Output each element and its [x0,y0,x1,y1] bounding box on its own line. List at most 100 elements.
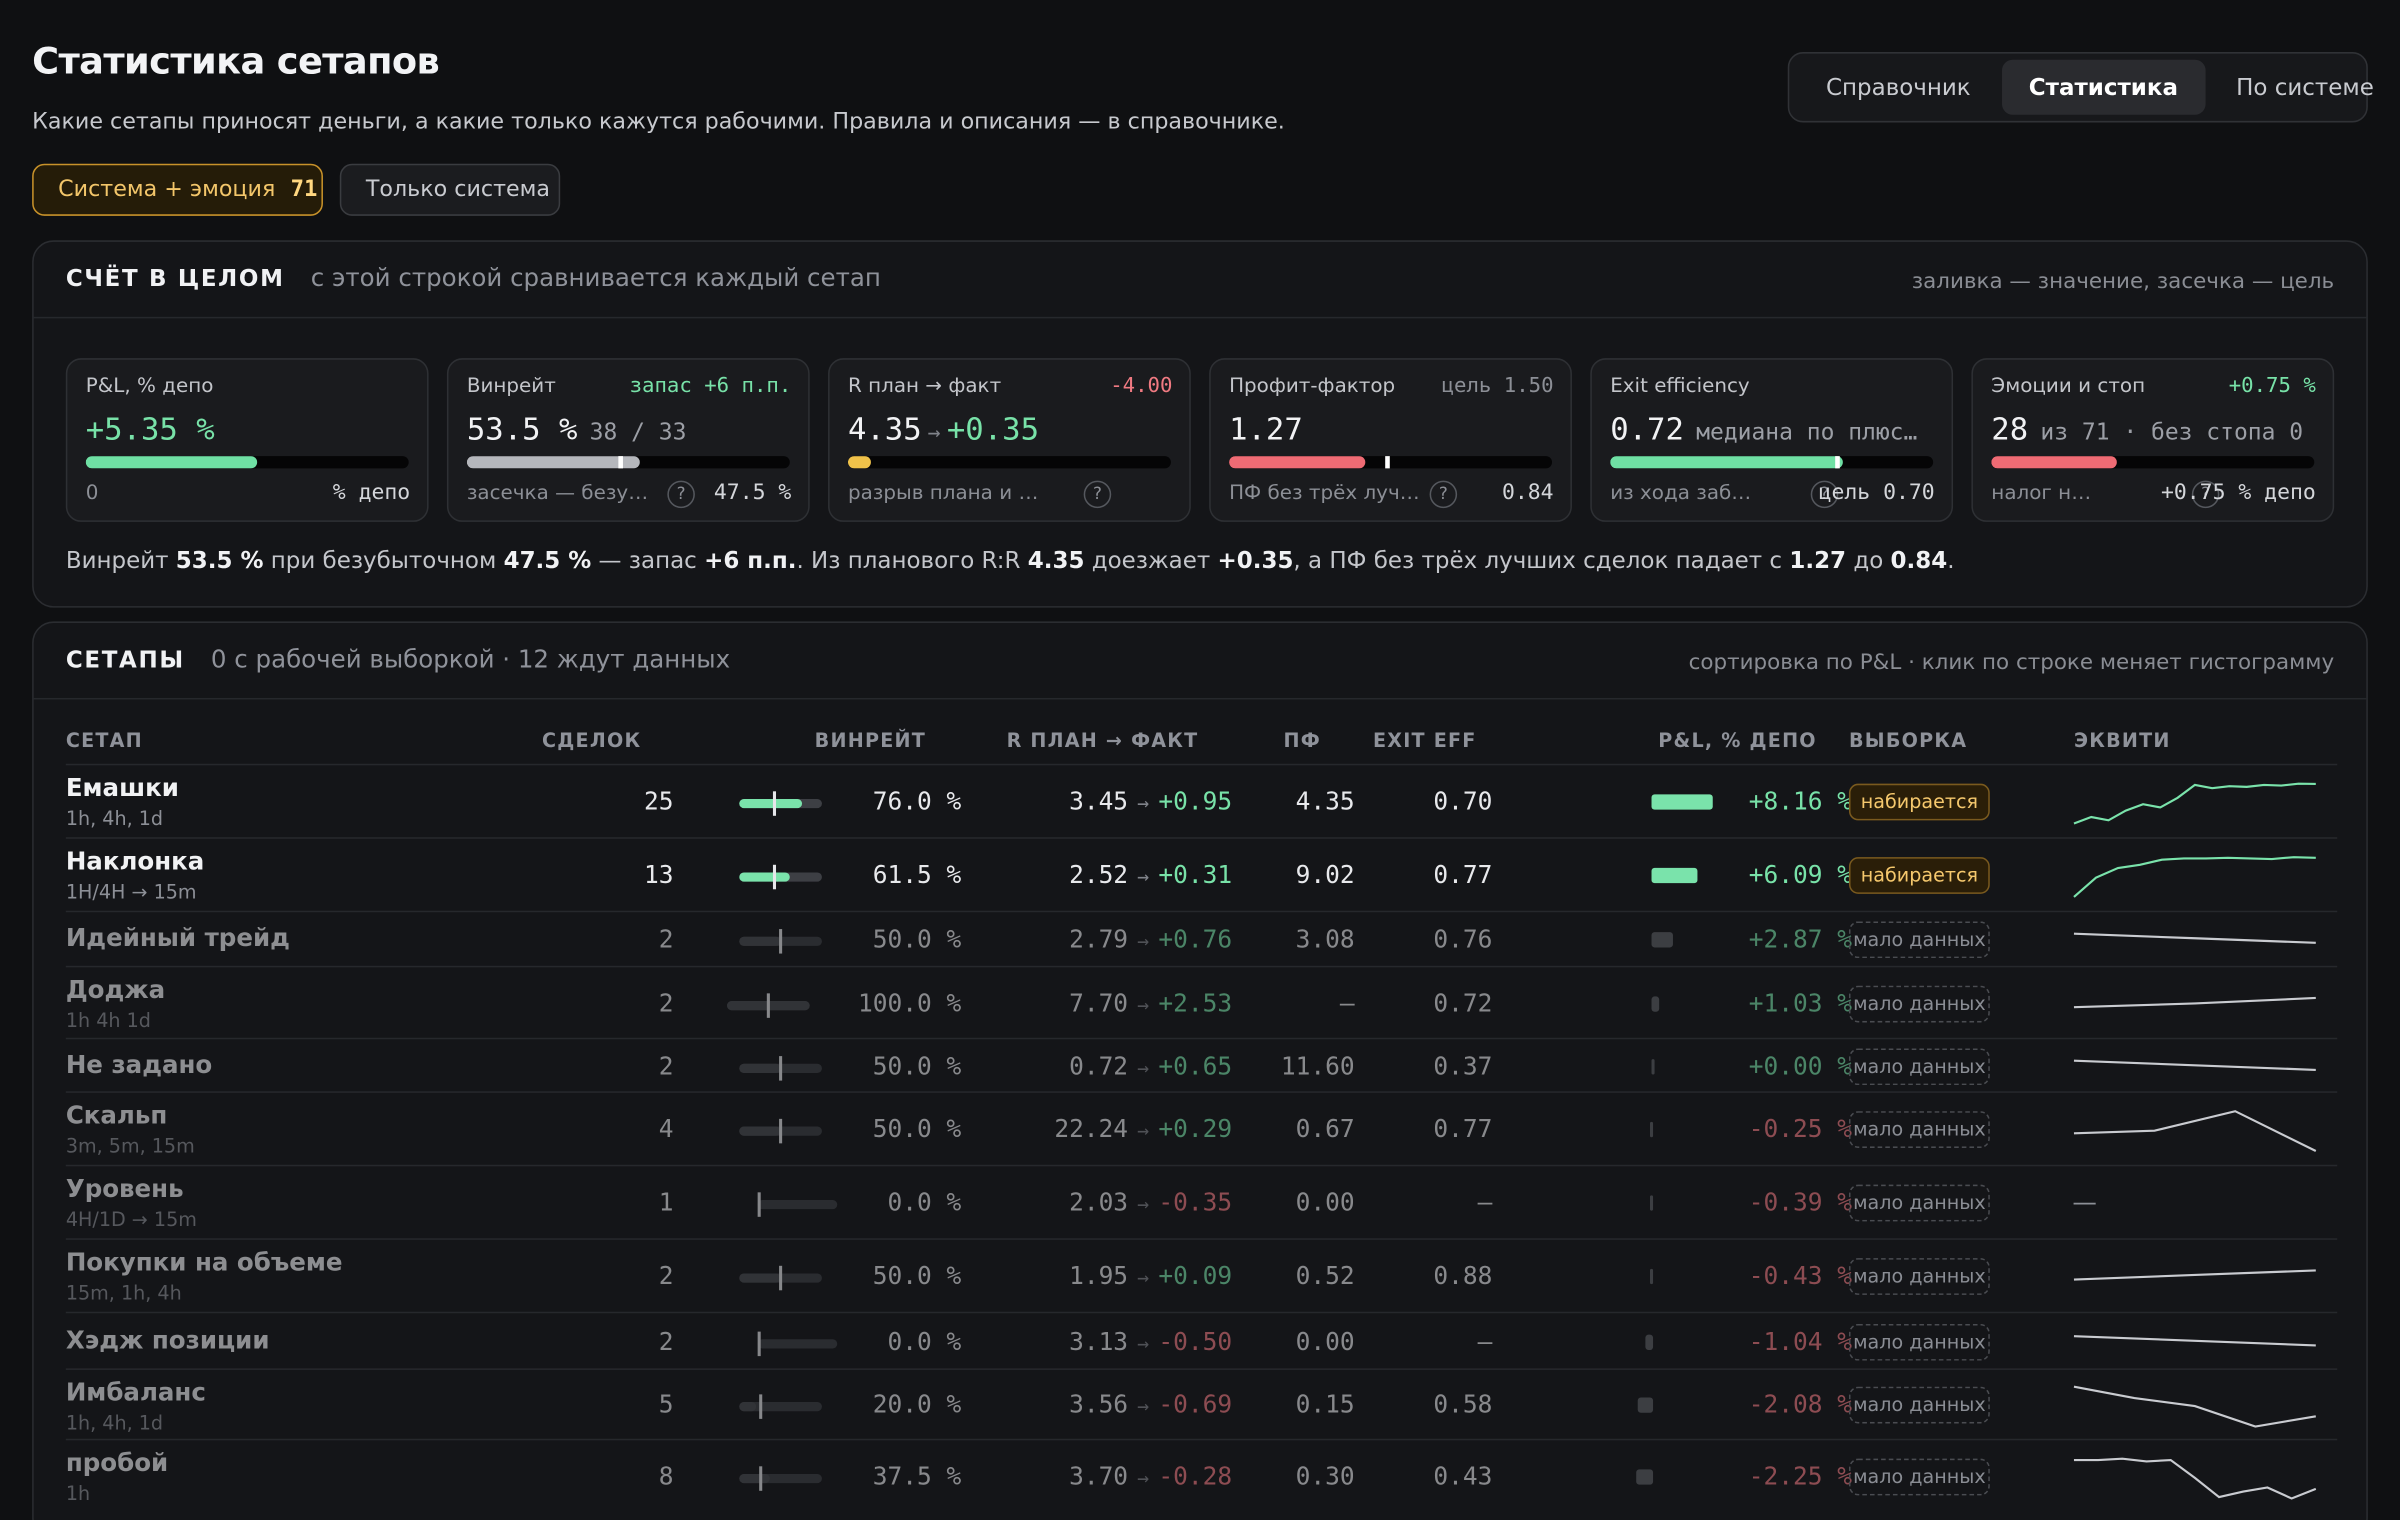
arrow-icon: → [1137,1057,1150,1081]
metric-fact-value: +0.35 [946,410,1040,447]
arrow-icon: → [1137,994,1150,1018]
winrate-bar-fill [739,1126,781,1136]
summary-text: Винрейт [65,546,176,574]
exit-efficiency: 0.76 [1433,924,1493,954]
breakeven-marker [779,1055,783,1080]
column-header: ПФ [1283,728,1321,752]
pnl-bar [1636,1469,1654,1485]
r-fact-value: +0.76 [1158,924,1233,954]
filter-system-emotion[interactable]: Система + эмоция 71 [32,163,323,216]
r-fact-value: +0.95 [1158,786,1233,816]
pnl-value: +6.09 % [1748,860,1853,890]
overall-legend: заливка — значение, засечка — цель [1911,269,2335,294]
sample-status-badge: мало данных [1848,1323,1990,1360]
summary-text: — запас [591,546,705,574]
r-plan-value: 2.03 [1069,1187,1129,1217]
r-fact-value: -0.28 [1158,1461,1233,1491]
overall-panel: СЧЁТ В ЦЕЛОМ с этой строкой сравнивается… [32,240,2368,608]
table-row[interactable]: пробой 1h 8 37.5 % 3.70 → -0.28 0.30 0.43 -2.25 %… [65,1438,2338,1512]
row-content: Покупки на объеме 15m, 1h, 4h 2 50.0 % 1.95 →… [66,1240,2337,1312]
metric-label: Эмоции и стоп [1991,374,2146,398]
equity-empty: — [2072,1187,2097,1217]
sample-status-badge: мало данных [1848,1047,1990,1085]
winrate-bar [739,1055,822,1080]
pnl-bar [1651,794,1713,810]
pnl-bar [1651,995,1660,1011]
pnl-value: -0.39 % [1748,1187,1853,1217]
row-content: Не задано 2 50.0 % 0.72 → +0.65 11.60 0.37 +0.00… [66,1039,2337,1091]
metric-extra: 38 / 33 [589,417,687,446]
help-icon[interactable]: ? [2191,480,2220,509]
metric-bar [1610,456,1934,469]
table-row[interactable]: Уровень 4H/1D → 15m 1 0.0 % 2.03 → -0.35 0.00 — -… [65,1164,2338,1238]
table-row[interactable]: Покупки на объеме 15m, 1h, 4h 2 50.0 % 1.95 →… [65,1238,2338,1312]
setup-name: Уровень [65,1173,184,1204]
winrate-value: 50.0 % [872,1114,962,1144]
pnl-bar [1649,1121,1654,1138]
help-icon[interactable]: ? [1429,480,1458,509]
tab-reference[interactable]: Справочник [1826,73,1971,102]
summary-text: при безубыточном [263,546,504,574]
trades-count: 4 [658,1114,674,1144]
sample-status-badge: набирается [1848,857,1990,894]
r-fact-value: +0.29 [1158,1114,1233,1144]
winrate-bar [739,1466,822,1491]
target-marker [1385,456,1391,469]
help-icon[interactable]: ? [1810,480,1839,509]
summary-value: 4.35 [1027,546,1085,574]
winrate-bar [727,992,810,1018]
summary-value: 0.84 [1890,546,1948,574]
metric-bar [466,456,790,469]
table-row[interactable]: Хэдж позиции 2 0.0 % 3.13 → -0.50 0.00 — -1.04 %… [65,1311,2338,1369]
equity-sparkline [2073,1269,2316,1281]
winrate-bar-fill [739,1273,781,1283]
r-fact-value: +0.09 [1158,1261,1233,1291]
metric-bar-fill [847,456,871,469]
metric-tag: -4.00 [1110,373,1173,398]
table-row[interactable]: Идейный трейд 2 50.0 % 2.79 → +0.76 3.08 0.76 +2… [65,910,2338,966]
exit-efficiency: — [1477,1327,1493,1357]
setup-timeframes: 1h, 4h, 1d [65,806,164,830]
table-row[interactable]: Имбаланс 1h, 4h, 1d 5 20.0 % 3.56 → -0.69 0.15 0… [65,1368,2338,1438]
filter-count-badge: 71 [290,177,318,203]
arrow-icon: → [927,420,941,446]
r-plan-value: 3.56 [1069,1389,1129,1419]
winrate-bar [739,1265,822,1291]
r-fact-value: -0.35 [1158,1187,1233,1217]
table-row[interactable]: Доджа 1h 4h 1d 2 100.0 % 7.70 → +2.53 — 0.72 +1.0… [65,965,2338,1038]
trades-count: 2 [658,1327,674,1357]
table-row[interactable]: Наклонка 1H/4H → 15m 13 61.5 % 2.52 → +0.31 9.0… [65,837,2338,910]
metric-bar-fill [1229,456,1365,469]
column-header: ЭКВИТИ [2073,728,2171,752]
metric-tag: +0.75 % [2228,373,2316,398]
tab-statistics[interactable]: Статистика [2001,59,2206,115]
metric-footnote: налог н… [1991,482,2092,506]
table-row[interactable]: Емашки 1h, 4h, 1d 25 76.0 % 3.45 → +0.95 4.35 0.… [65,763,2338,837]
row-content: Скальп 3m, 5m, 15m 4 50.0 % 22.24 → +0.29 0.67 0… [66,1093,2337,1165]
breakeven-marker [759,1466,763,1491]
help-icon[interactable]: ? [667,480,695,509]
metric-footnote-value: 47.5 % [713,480,792,506]
table-row[interactable]: Скальп 3m, 5m, 15m 4 50.0 % 22.24 → +0.29 0.67 0… [65,1091,2338,1165]
metric-card: Профит-фактор цель 1.50 1.27 ПФ без трёх лу… [1209,358,1572,522]
overall-summary: Винрейт 53.5 % при безубыточном 47.5 % —… [66,546,1955,574]
metric-footnote-value: % депо [332,480,411,506]
equity-line [2073,1058,2316,1071]
filter-system-only[interactable]: Только система [339,163,561,216]
row-content: Уровень 4H/1D → 15m 1 0.0 % 2.03 → -0.35 0.00 — -… [66,1166,2337,1238]
metric-value: 53.5 % 38 / 33 [467,410,687,447]
pnl-bar [1649,1195,1654,1211]
pnl-bar [1651,932,1674,948]
help-icon[interactable]: ? [1083,480,1112,509]
equity-sparkline [2073,1058,2316,1071]
setups-title: СЕТАПЫ [65,645,185,674]
tab-by-system[interactable]: По системе [2236,73,2374,102]
r-plan-value: 22.24 [1054,1114,1129,1144]
metric-bar-fill [85,456,257,469]
table-row[interactable]: Не задано 2 50.0 % 0.72 → +0.65 11.60 0.37 +0.00… [65,1037,2338,1092]
setup-timeframes: 1h [65,1481,91,1505]
pnl-bar [1637,1397,1654,1413]
row-content: Доджа 1h 4h 1d 2 100.0 % 7.70 → +2.53 — 0.72 +1.0… [66,967,2337,1037]
setups-header: СЕТАПЫ 0 с рабочей выборкой · 12 ждут да… [66,644,730,673]
equity-sparkline [2073,1110,2317,1152]
